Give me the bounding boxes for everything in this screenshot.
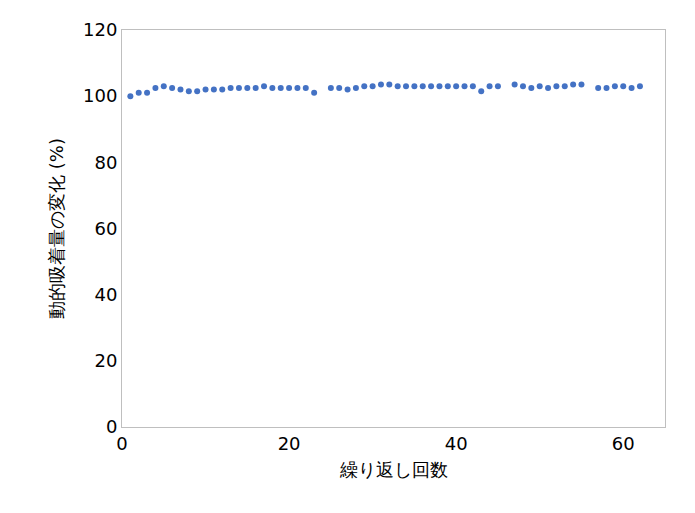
svg-text:繰り返し回数: 繰り返し回数 (339, 459, 448, 480)
svg-text:40: 40 (94, 284, 117, 305)
svg-text:20: 20 (278, 433, 301, 454)
svg-text:0: 0 (116, 433, 127, 454)
svg-text:120: 120 (83, 19, 117, 40)
svg-text:60: 60 (94, 218, 117, 239)
svg-text:0: 0 (106, 416, 117, 437)
svg-text:80: 80 (94, 152, 117, 173)
svg-text:20: 20 (94, 350, 117, 371)
svg-text:100: 100 (83, 85, 117, 106)
svg-text:40: 40 (445, 433, 468, 454)
svg-text:60: 60 (612, 433, 635, 454)
svg-text:動的吸着量の変化 (%): 動的吸着量の変化 (%) (46, 138, 67, 319)
